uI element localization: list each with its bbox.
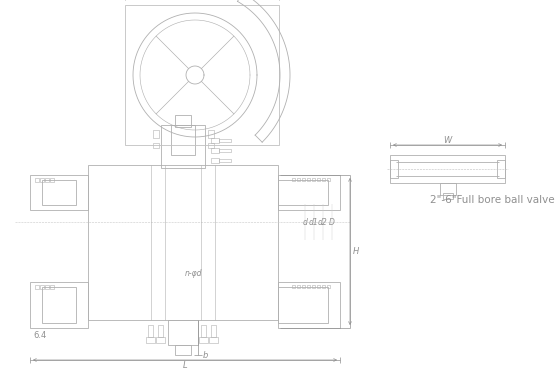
Bar [175, 345, 191, 355]
Bar [45, 178, 49, 182]
Bar [327, 178, 330, 181]
Bar [278, 287, 328, 323]
Bar [317, 285, 320, 288]
Bar [153, 143, 159, 148]
Bar [322, 285, 325, 288]
Bar [322, 178, 325, 181]
Bar [161, 125, 205, 168]
Bar [302, 178, 305, 181]
Bar [211, 138, 219, 143]
Text: n-φd: n-φd [184, 270, 202, 279]
Bar [40, 285, 44, 289]
Bar [302, 285, 305, 288]
Bar [199, 337, 208, 343]
Bar [307, 285, 310, 288]
Bar [390, 155, 505, 183]
Bar [148, 325, 153, 337]
Bar [208, 130, 214, 138]
Text: L: L [183, 361, 187, 370]
Text: 2"-6"Full bore ball valve: 2"-6"Full bore ball valve [430, 195, 555, 205]
Bar [88, 165, 278, 320]
Bar [35, 285, 39, 289]
Bar [390, 160, 398, 178]
Bar [125, 5, 279, 145]
Bar [219, 159, 231, 162]
Bar [208, 143, 214, 148]
Bar [50, 178, 54, 182]
Bar [497, 160, 505, 178]
Bar [211, 148, 219, 153]
Bar [45, 285, 49, 289]
Bar [442, 193, 452, 199]
Text: W: W [443, 135, 452, 144]
Bar [327, 285, 330, 288]
Bar [312, 285, 315, 288]
Text: d1: d1 [309, 218, 319, 227]
Bar [209, 337, 218, 343]
Bar [439, 183, 456, 195]
Bar [307, 178, 310, 181]
Bar [168, 320, 198, 345]
Bar [312, 178, 315, 181]
Bar [50, 285, 54, 289]
Bar [35, 178, 39, 182]
Bar [153, 130, 159, 138]
Bar [292, 178, 295, 181]
Text: H: H [353, 247, 359, 256]
Bar [156, 337, 165, 343]
Bar [211, 158, 219, 163]
Bar [278, 180, 328, 205]
Bar [175, 115, 191, 127]
Bar [146, 337, 155, 343]
Bar [30, 175, 88, 210]
Bar [211, 325, 216, 337]
Text: 6.4: 6.4 [33, 331, 47, 340]
Bar [30, 282, 88, 328]
Bar [297, 178, 300, 181]
Bar [219, 149, 231, 152]
Bar [201, 325, 206, 337]
Bar [297, 285, 300, 288]
Text: d: d [302, 218, 307, 227]
Bar [158, 325, 163, 337]
Bar [40, 178, 44, 182]
Text: b: b [203, 350, 208, 359]
Bar [278, 282, 340, 328]
Bar [42, 180, 76, 205]
Bar [292, 285, 295, 288]
Bar [171, 125, 195, 155]
Bar [317, 178, 320, 181]
Bar [219, 139, 231, 142]
Text: D: D [329, 218, 335, 227]
Text: d2: d2 [318, 218, 328, 227]
Bar [42, 287, 76, 323]
Bar [278, 175, 340, 210]
